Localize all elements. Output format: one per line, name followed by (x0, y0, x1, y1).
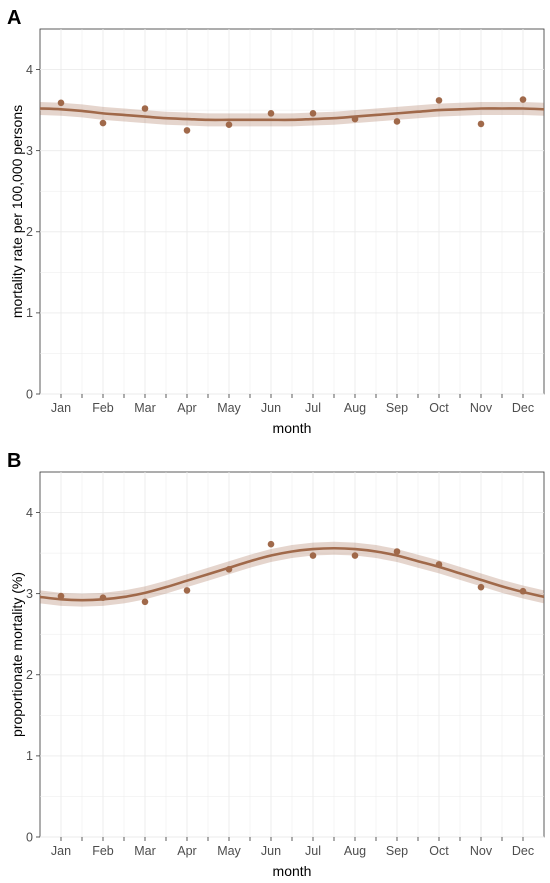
data-point-feb (99, 594, 107, 602)
data-point-jul (309, 110, 317, 117)
panel-letter: A (7, 7, 21, 29)
confidence-band (40, 102, 544, 127)
data-point-apr (183, 587, 191, 594)
data-point-sep (393, 548, 401, 555)
x-tick-label-may: May (217, 401, 241, 415)
x-tick-label-sep: Sep (386, 401, 408, 415)
data-point-jun (267, 110, 275, 117)
x-tick-label-nov: Nov (470, 844, 493, 858)
data-point-jan (57, 99, 65, 107)
panel-a: A 0 1 2 3 4 Jan Feb Mar Apr May Jun Jul Aug Sep Oct No… (7, 7, 545, 436)
data-point-mar (141, 598, 149, 606)
data-point-mar (141, 105, 149, 112)
data-point-may (225, 566, 233, 573)
x-axis-title: month (273, 420, 312, 436)
data-point-feb (99, 119, 107, 127)
confidence-band (40, 541, 544, 607)
y-tick-label: 0 (26, 830, 33, 844)
confidence-ribbon (40, 541, 544, 607)
data-point-apr (183, 127, 191, 134)
y-tick-label: 4 (26, 63, 33, 77)
data-point-jun (267, 540, 275, 548)
y-tick-label: 0 (26, 387, 33, 401)
y-tick-label: 3 (26, 587, 33, 601)
x-tick-label-apr: Apr (177, 844, 196, 858)
y-tick-label: 2 (26, 225, 33, 239)
x-tick-label-may: May (217, 844, 241, 858)
x-tick-label-aug: Aug (344, 844, 366, 858)
y-tick-label: 3 (26, 144, 33, 158)
data-point-sep (393, 118, 401, 125)
x-tick-label-mar: Mar (134, 844, 156, 858)
data-points (57, 540, 527, 606)
x-tick-label-jan: Jan (51, 844, 71, 858)
x-tick-label-oct: Oct (429, 401, 449, 415)
fit-line (39, 107, 545, 122)
data-point-aug (351, 115, 359, 123)
y-tick-label: 1 (26, 306, 33, 320)
data-point-jul (309, 552, 317, 559)
data-point-dec (519, 96, 527, 103)
grid (40, 29, 544, 395)
x-tick-label-nov: Nov (470, 401, 493, 415)
data-point-nov (477, 583, 485, 591)
data-point-may (225, 121, 233, 129)
fit-line (39, 546, 545, 602)
x-tick-label-jul: Jul (305, 401, 321, 415)
panel-b: B 0 1 2 3 4 Jan Feb Mar Apr May Jun Jul Aug Sep Oct No… (7, 450, 545, 879)
panel-letter: B (7, 450, 21, 472)
data-point-nov (477, 120, 485, 128)
x-tick-label-aug: Aug (344, 401, 366, 415)
x-tick-label-dec: Dec (512, 844, 534, 858)
fit-curve (39, 107, 545, 122)
data-point-jan (57, 592, 65, 600)
data-point-aug (351, 552, 359, 559)
y-tick-label: 4 (26, 506, 33, 520)
fit-curve (39, 546, 545, 602)
y-axis-title: proportionate mortality (%) (9, 572, 25, 737)
x-tick-label-apr: Apr (177, 401, 196, 415)
grid (40, 472, 544, 838)
x-tick-label-jun: Jun (261, 844, 281, 858)
data-point-dec (519, 587, 527, 595)
x-tick-label-dec: Dec (512, 401, 534, 415)
data-points (57, 96, 527, 134)
x-tick-label-sep: Sep (386, 844, 408, 858)
y-tick-label: 1 (26, 749, 33, 763)
x-axis: Jan Feb Mar Apr May Jun Jul Aug Sep Oct Nov Dec (51, 394, 534, 415)
x-axis-title: month (273, 863, 312, 879)
y-axis: 0 1 2 3 4 (26, 506, 40, 844)
y-tick-label: 2 (26, 668, 33, 682)
data-point-oct (435, 97, 443, 104)
x-tick-label-feb: Feb (92, 401, 114, 415)
data-point-oct (435, 561, 443, 568)
y-axis-title: mortality rate per 100,000 persons (9, 105, 25, 318)
x-tick-label-mar: Mar (134, 401, 156, 415)
y-axis: 0 1 2 3 4 (26, 63, 40, 401)
confidence-ribbon (40, 102, 544, 127)
x-tick-label-oct: Oct (429, 844, 449, 858)
x-tick-label-jan: Jan (51, 401, 71, 415)
x-tick-label-jun: Jun (261, 401, 281, 415)
x-tick-label-jul: Jul (305, 844, 321, 858)
x-tick-label-feb: Feb (92, 844, 114, 858)
x-axis: Jan Feb Mar Apr May Jun Jul Aug Sep Oct Nov Dec (51, 837, 534, 858)
